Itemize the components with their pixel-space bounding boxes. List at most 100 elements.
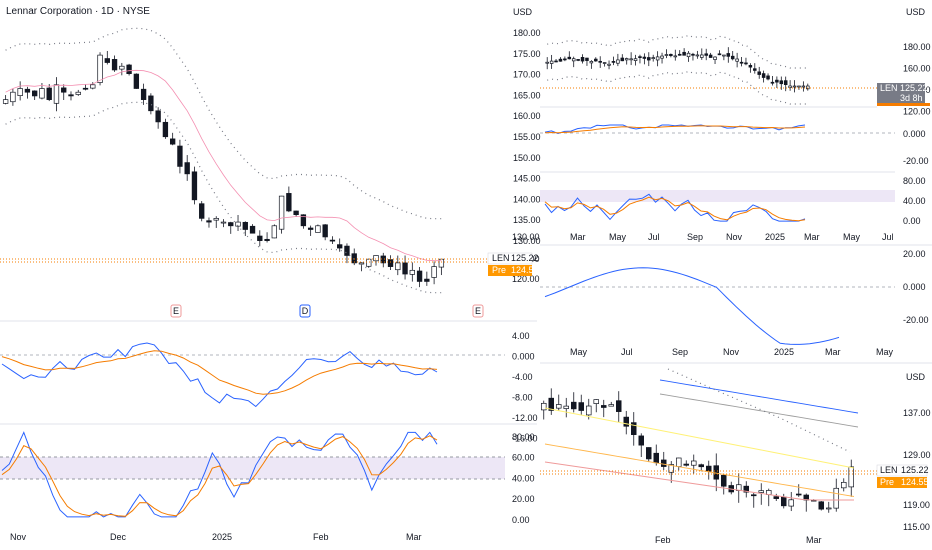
left-candle [206, 220, 212, 223]
stoch-left-band [0, 457, 505, 479]
bottom-right-candle [833, 487, 839, 509]
pre-label-left: Pre [492, 265, 506, 275]
top-right-candle [567, 56, 572, 60]
bottom-right-candle [630, 422, 637, 435]
top-right-edge-tick: 180.00 [903, 42, 931, 52]
top-right-candle [704, 53, 708, 56]
top-right-lower-envelope [547, 70, 808, 105]
pre-badge-bottom-right [877, 477, 927, 488]
len-badge-top-right [877, 83, 925, 103]
bottom-right-candle [818, 501, 824, 510]
left-candle [257, 235, 263, 241]
bottom-right-candle [758, 490, 764, 493]
bottom-right-candle [593, 399, 599, 404]
top-right-candle [655, 56, 660, 61]
top-right-candle [607, 63, 611, 66]
top-right-candle [770, 81, 775, 84]
top-right-candle [691, 53, 695, 56]
top-right-y-tick: 150.00 [513, 153, 541, 163]
top-right-candle [739, 61, 744, 64]
top-right-y-tick: 180.00 [513, 28, 541, 38]
top-right-candle [686, 52, 691, 58]
last-price-bar-top-right [877, 103, 930, 106]
bottom-right-candle [555, 404, 562, 409]
left-candle [82, 87, 89, 90]
top-right-candle [797, 85, 801, 88]
top-right-candle [753, 68, 757, 71]
mid-right-blue-line [544, 267, 840, 345]
bottom-right-candle [645, 447, 652, 460]
currency-label-bottom-right: USD [906, 372, 926, 382]
left-candle [46, 87, 52, 100]
currency-label-top-right: USD [513, 7, 533, 17]
left-x-label: 2025 [212, 532, 232, 542]
left-candle [177, 145, 183, 167]
macd-left-blue-line [1, 342, 438, 408]
bottom-right-candle [660, 459, 667, 467]
stoch-right-y-tick: 40.00 [903, 196, 926, 206]
bottom-right-ma-line [659, 393, 859, 428]
left-candle [395, 262, 401, 271]
top-right-x-label: May [609, 232, 627, 242]
left-candle [97, 54, 103, 83]
top-right-candle [576, 59, 580, 61]
bottom-right-candle [570, 401, 577, 410]
top-right-candle [620, 57, 625, 62]
top-right-candle [801, 85, 806, 88]
left-candle [351, 253, 357, 264]
mid-right-x-label: May [876, 347, 894, 357]
top-right-candle [757, 71, 761, 75]
bottom-right-candle [563, 405, 569, 409]
left-candle [271, 225, 278, 239]
earnings-marker [472, 304, 484, 318]
top-right-candle [748, 64, 753, 68]
macd-left-y-tick: -4.00 [512, 372, 533, 382]
macd-left-y-tick: 4.00 [512, 331, 530, 341]
bottom-right-candle [615, 400, 622, 412]
bottom-right-candle [840, 481, 847, 489]
left-candle [104, 58, 110, 63]
top-right-candle [669, 53, 673, 57]
top-right-candle [806, 85, 810, 90]
left-candle [184, 162, 190, 175]
left-candle [315, 225, 321, 233]
left-candle [424, 278, 430, 282]
left-candle [344, 245, 350, 256]
mid-right-x-label: Jul [621, 347, 633, 357]
top-right-candle [549, 60, 554, 64]
mid-right-y-tick: 20.00 [903, 249, 926, 259]
earnings-marker-label: E [173, 306, 179, 316]
left-candle [387, 259, 394, 267]
stoch-left-y-tick: 80.00 [512, 432, 535, 442]
stoch-right-band [540, 190, 895, 202]
top-right-y-tick: 135.00 [513, 215, 541, 225]
left-candle [75, 91, 81, 95]
bottom-right-y-tick: 119.00 [903, 500, 930, 510]
bottom-right-ma-line [659, 379, 859, 414]
left-candle [24, 88, 31, 93]
len-symbol-top-right: LEN [880, 83, 898, 93]
top-right-candle [598, 60, 602, 63]
macd-right-y-tick: 0.000 [903, 129, 926, 139]
left-x-label: Nov [10, 532, 27, 542]
top-right-candle [779, 80, 784, 85]
earnings-marker [170, 304, 182, 318]
left-y-tick: 120.00 [512, 274, 540, 284]
bottom-right-candle [578, 402, 584, 411]
bottom-right-candle [750, 494, 757, 497]
bottom-right-candle [698, 464, 704, 468]
mid-right-y-tick: 0.000 [903, 282, 926, 292]
mid-right-x-label: Sep [672, 347, 688, 357]
currency-label-right-edge: USD [906, 7, 926, 17]
top-right-candle [558, 58, 563, 62]
top-right-x-label: Jul [648, 232, 660, 242]
top-right-candle [761, 73, 766, 78]
top-right-candle [660, 55, 664, 59]
left-candle [10, 91, 16, 103]
bottom-right-candle [780, 496, 787, 507]
top-right-x-label: Mar [570, 232, 586, 242]
bottom-right-candle [675, 457, 682, 467]
bottom-right-candle [638, 435, 644, 446]
top-right-x-label: Sep [687, 232, 703, 242]
